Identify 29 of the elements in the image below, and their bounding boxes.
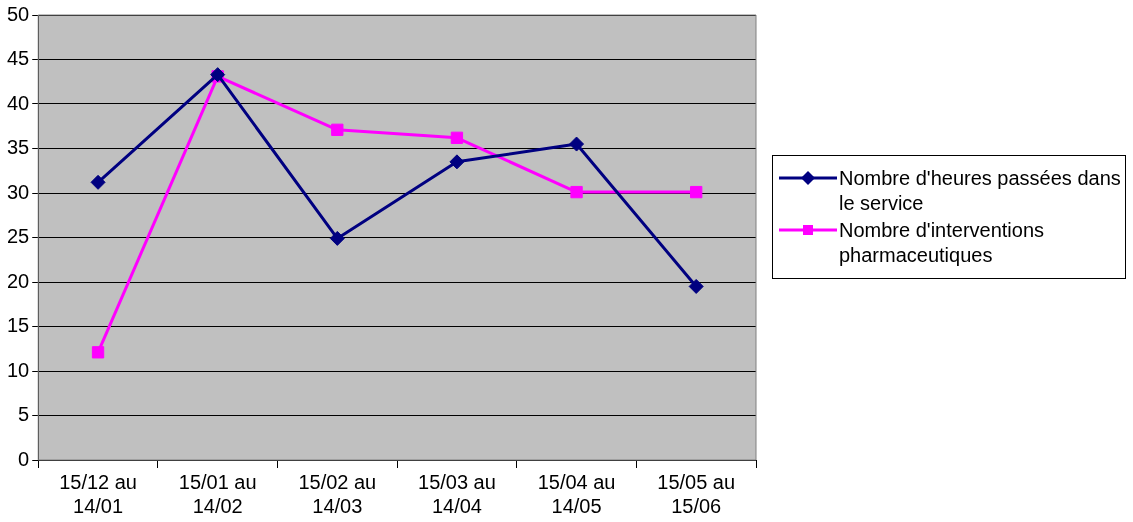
point <box>329 230 345 246</box>
x-tick-label: 15/12 au 14/01 <box>59 470 137 517</box>
point <box>90 174 106 190</box>
point <box>688 278 704 294</box>
point <box>449 154 465 170</box>
y-tick-label: 30 <box>7 180 30 203</box>
y-tick-label: 45 <box>7 47 30 70</box>
y-tick-label: 15 <box>7 314 30 337</box>
y-tick-label: 25 <box>7 225 30 248</box>
legend-label: Nombre d'interventions pharmaceutiques <box>839 218 1046 268</box>
y-tick-label: 40 <box>7 91 30 114</box>
y-tick-label: 0 <box>18 447 30 470</box>
y-tick-label: 50 <box>7 2 30 25</box>
x-tick-label: 15/01 au 14/02 <box>178 470 257 517</box>
x-tick-label: 15/05 au 15/06 <box>657 470 736 517</box>
point <box>570 185 583 199</box>
x-tick-label: 15/02 au 14/03 <box>298 470 377 517</box>
point <box>569 136 585 152</box>
legend-label: Nombre d'heures passées dans le service <box>839 166 1122 216</box>
y-tick-label: 35 <box>7 136 30 159</box>
y-tick-label: 5 <box>18 403 30 426</box>
point <box>450 131 464 144</box>
point <box>331 123 344 136</box>
point <box>690 185 703 199</box>
point <box>91 346 105 359</box>
x-tick-label: 15/04 au 14/05 <box>537 470 616 517</box>
y-tick-label: 20 <box>7 269 30 292</box>
y-tick-label: 10 <box>7 358 30 381</box>
x-tick-label: 15/03 au 14/04 <box>418 470 496 517</box>
